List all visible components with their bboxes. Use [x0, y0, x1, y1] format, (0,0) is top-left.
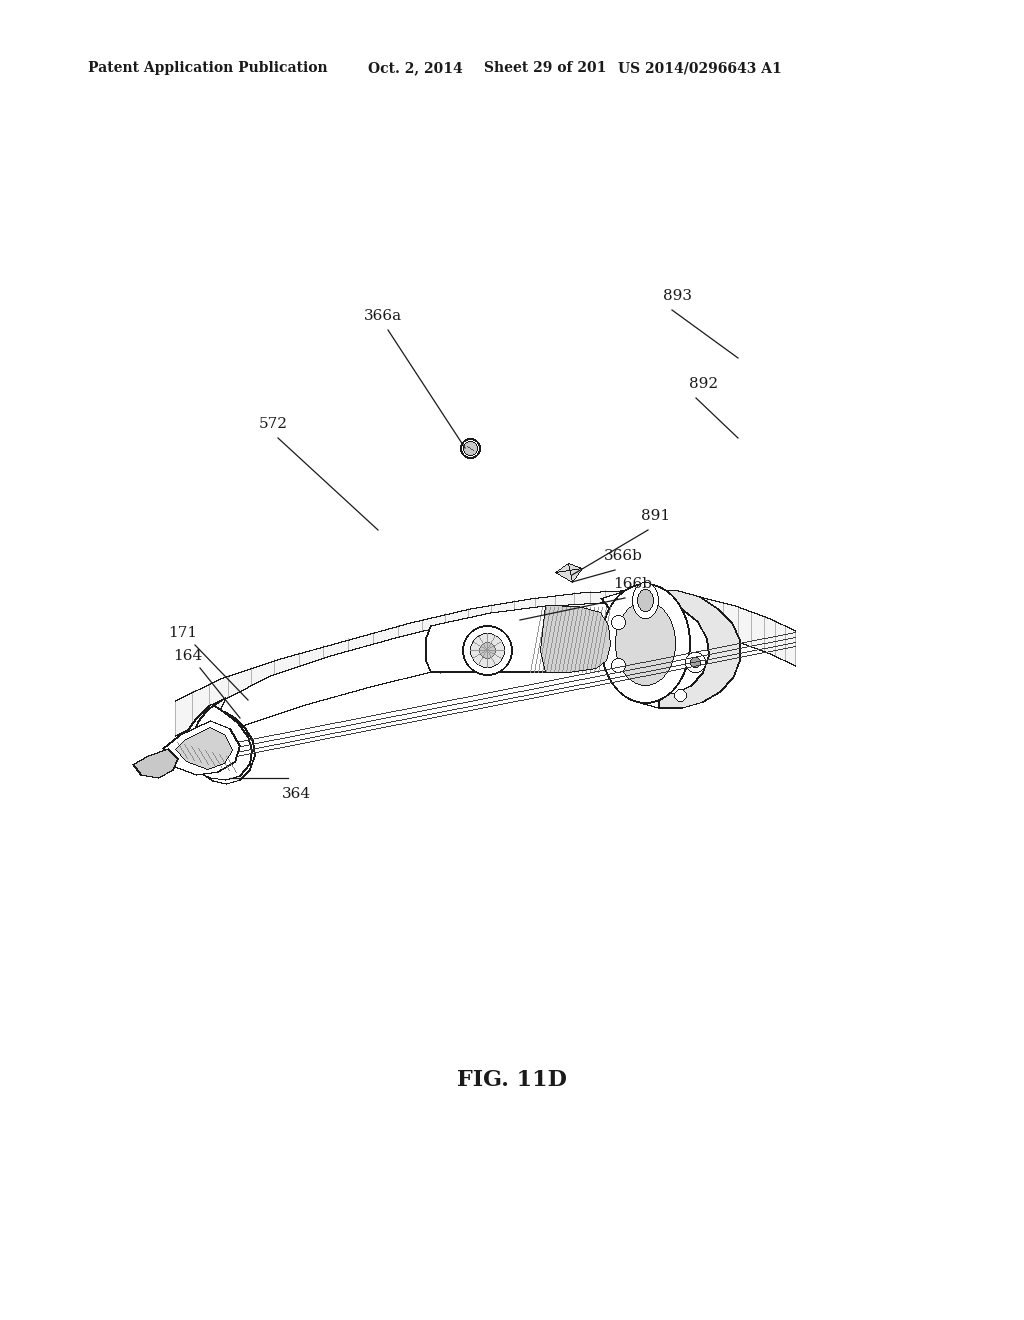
Text: 891: 891 [641, 510, 671, 523]
Text: 892: 892 [689, 378, 719, 391]
Text: FIG. 11D: FIG. 11D [457, 1069, 567, 1092]
Text: 366a: 366a [364, 309, 402, 323]
Text: Patent Application Publication: Patent Application Publication [88, 61, 328, 75]
Text: 171: 171 [168, 626, 198, 640]
Text: US 2014/0296643 A1: US 2014/0296643 A1 [618, 61, 781, 75]
Text: 572: 572 [258, 417, 288, 432]
Text: 364: 364 [282, 787, 310, 801]
Text: Oct. 2, 2014: Oct. 2, 2014 [368, 61, 463, 75]
Text: 366b: 366b [603, 549, 642, 564]
Text: Sheet 29 of 201: Sheet 29 of 201 [484, 61, 606, 75]
Text: 166b: 166b [613, 577, 652, 591]
Text: 893: 893 [663, 289, 691, 304]
Text: 164: 164 [173, 649, 203, 663]
